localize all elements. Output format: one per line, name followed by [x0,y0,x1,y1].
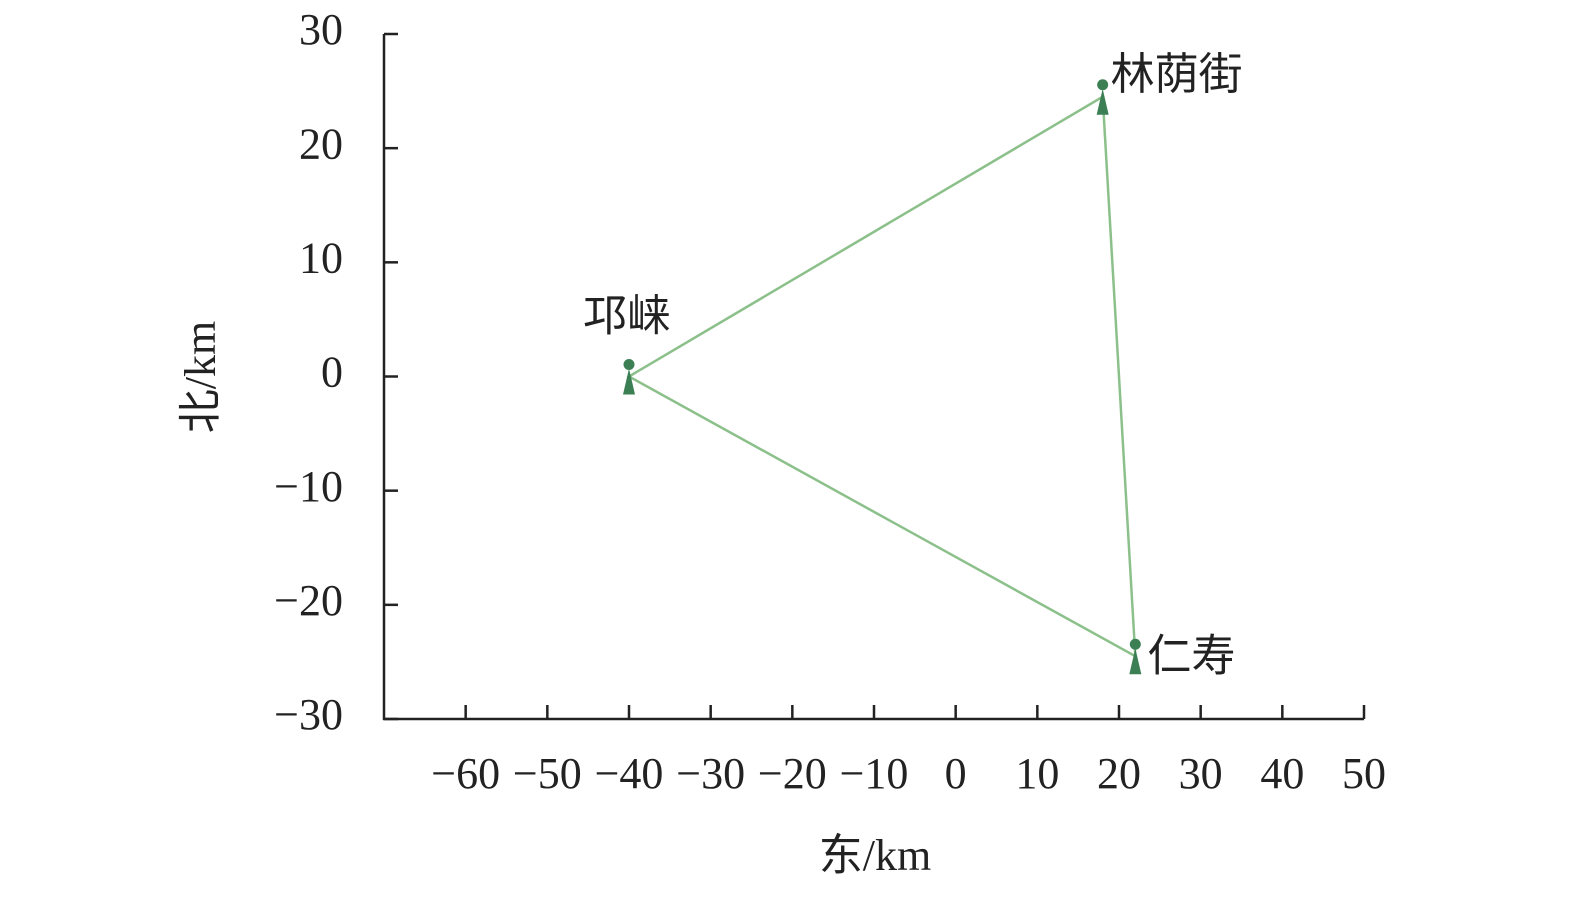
y-tick-label: −30 [274,690,343,739]
x-tick-label: 0 [945,749,967,798]
connection-line [626,94,1137,659]
x-tick-label: −30 [676,749,745,798]
y-tick-label: −10 [274,462,343,511]
x-tick-label: −50 [513,749,582,798]
x-tick-label: 10 [1015,749,1059,798]
x-tick-label: 40 [1260,749,1304,798]
marker-head [623,359,635,370]
marker-head [1097,79,1109,91]
point-label: 仁寿 [1147,631,1235,680]
x-tick-label: −60 [431,749,500,798]
y-axis-label: 北/km [176,321,225,433]
marker-body [1129,648,1142,675]
station-marker [1129,638,1142,675]
x-tick-label: 20 [1097,749,1141,798]
y-tick-label: 0 [321,348,343,397]
x-tick-label: 50 [1342,749,1386,798]
marker-body [623,368,635,395]
y-tick-label: −20 [274,576,343,625]
marker-body [1096,88,1109,115]
x-tick-label: −20 [758,749,827,798]
marker-head [1129,638,1141,650]
y-tick-label: 30 [299,5,343,54]
point-label: 邛崃 [583,292,671,341]
x-tick-label: −10 [840,749,909,798]
y-tick-label: 20 [299,119,343,168]
point-label: 林荫街 [1111,50,1243,99]
x-tick-label: 30 [1179,749,1223,798]
station-marker [1096,79,1109,115]
x-axis-label: 东/km [819,831,931,880]
x-tick-label: −40 [595,749,664,798]
station-marker [623,359,635,395]
y-tick-label: 10 [299,233,343,282]
